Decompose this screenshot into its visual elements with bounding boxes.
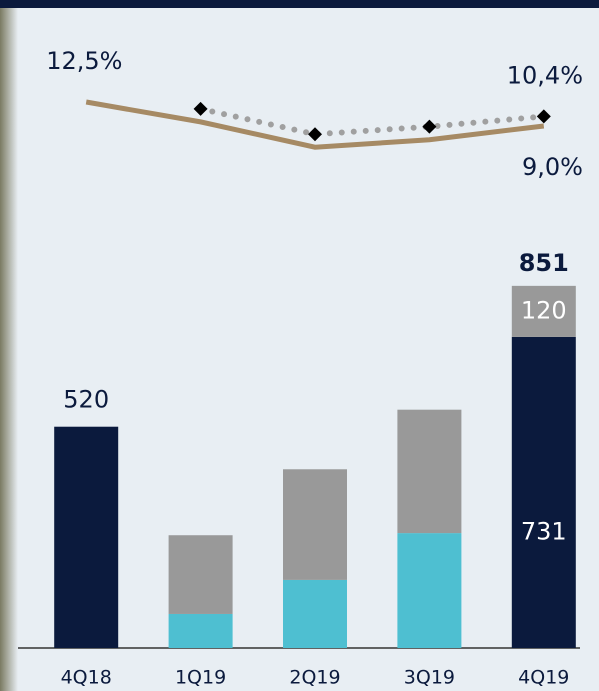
chart: 4Q18 520 1Q19 2Q19 3Q19 4Q19 731 120 851 12,5% 9,0…	[0, 0, 599, 691]
x-tick-label: 1Q19	[175, 667, 226, 689]
bar-segment	[512, 337, 576, 648]
bar-segment	[169, 614, 233, 648]
x-tick-label: 4Q19	[518, 667, 569, 689]
total-label: 851	[519, 249, 569, 277]
value-label: 9,0%	[522, 153, 583, 181]
x-tick-label: 2Q19	[289, 667, 340, 689]
page: 4Q18 520 1Q19 2Q19 3Q19 4Q19 731 120 851 12,5% 9,0…	[0, 0, 599, 691]
bar-segment	[283, 469, 347, 580]
top-band	[0, 0, 599, 8]
value-label: 120	[521, 296, 567, 324]
value-label: 731	[521, 517, 567, 545]
bar-segment	[397, 533, 461, 648]
x-tick-label: 3Q19	[404, 667, 455, 689]
value-label: 12,5%	[46, 47, 122, 75]
photo-edge	[0, 0, 18, 691]
bar-segment	[397, 410, 461, 533]
bar-segment	[283, 580, 347, 648]
bar-segment	[169, 535, 233, 614]
value-label: 10,4%	[507, 61, 583, 89]
x-tick-label: 4Q18	[61, 667, 112, 689]
value-label: 520	[63, 386, 109, 414]
bar-segment	[54, 427, 118, 648]
